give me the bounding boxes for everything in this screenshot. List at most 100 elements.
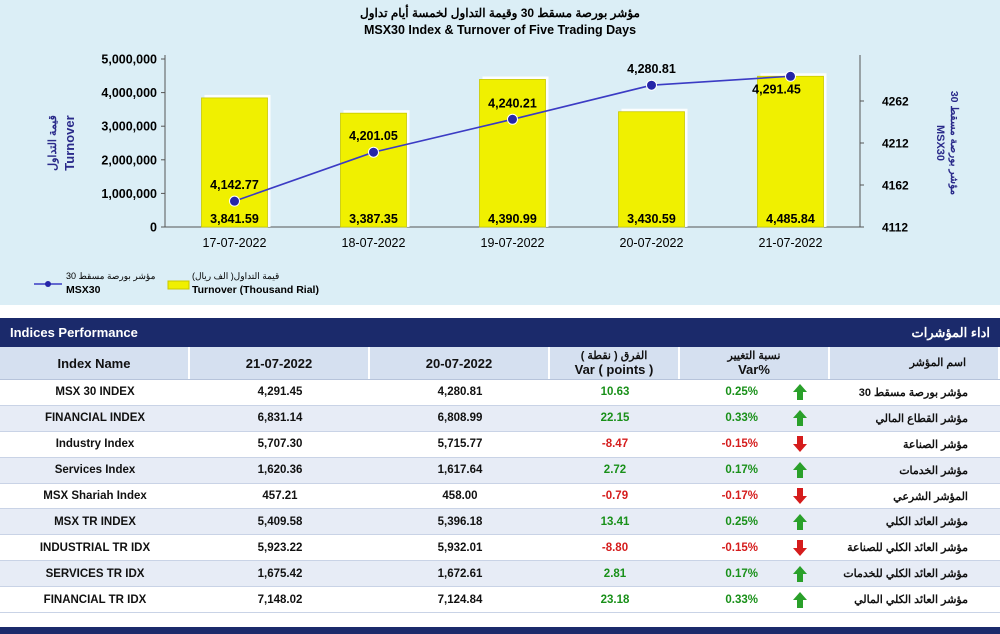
table-row: INDUSTRIAL TR IDX 5,923.22 5,932.01 -8.80 -0…	[0, 535, 1000, 562]
left-axis-label-ar: قيمة التداول	[47, 115, 59, 171]
msx30-point	[368, 146, 379, 158]
header-variation-points: الفرق ( نقطة ) Var ( points )	[550, 347, 680, 379]
cell-direction	[770, 535, 830, 560]
cell-direction	[770, 458, 830, 483]
legend-line-marker	[45, 281, 51, 287]
header-pct-en: Var%	[738, 362, 770, 377]
cell-current-value: 1,620.36	[257, 464, 303, 477]
cell-previous-value: 4,280.81	[437, 386, 483, 399]
cell-index-name-ar: مؤشر الخدمات	[899, 464, 968, 477]
cell-variation-percent: 0.25%	[725, 386, 758, 399]
right-tick-label: 4112	[882, 221, 908, 235]
header-current-date: 21-07-2022	[190, 347, 370, 379]
bar-value-label: 4,485.84	[766, 212, 815, 226]
cell-index-name-ar: مؤشر العائد الكلي	[885, 516, 968, 529]
msx30-point	[507, 113, 518, 125]
x-tick-label: 17-07-2022	[203, 236, 267, 250]
up-arrow-icon	[793, 513, 807, 530]
cell-previous-value: 5,932.01	[437, 541, 483, 554]
cell-variation-points: -0.79	[601, 490, 629, 502]
cell-index-name: MSX Shariah Index	[43, 490, 147, 502]
turnover-bar	[618, 111, 685, 228]
cell-variation-points: 22.15	[600, 412, 630, 425]
bottom-divider	[0, 627, 1000, 634]
cell-current-value: 5,923.22	[257, 541, 303, 554]
cell-index-name-ar: المؤشر الشرعي	[893, 490, 968, 503]
cell-direction	[770, 484, 830, 509]
down-arrow-icon	[793, 436, 807, 453]
x-tick-label: 18-07-2022	[342, 236, 406, 250]
header-diff-ar: الفرق ( نقطة )	[580, 350, 648, 362]
table-row: FINANCIAL INDEX 6,831.14 6,808.99 22.15 0.33…	[0, 405, 1000, 432]
cell-index-name: INDUSTRIAL TR IDX	[39, 541, 151, 554]
header-previous-date: 20-07-2022	[370, 347, 550, 379]
chart-title-ar: مؤشر بورصة مسقط 30 وقيمة التداول لخمسة أ…	[360, 5, 640, 21]
header-index-name-ar: اسم المؤشر	[830, 347, 1000, 379]
msx30-point	[229, 195, 240, 207]
cell-variation-percent: -0.17%	[721, 490, 758, 502]
up-arrow-icon	[793, 462, 807, 479]
cell-index-name: SERVICES TR IDX	[45, 567, 145, 580]
cell-current-value: 7,148.02	[257, 593, 303, 606]
cell-variation-points: 2.72	[603, 464, 627, 477]
x-tick-label: 19-07-2022	[481, 236, 545, 250]
cell-current-value: 5,409.58	[257, 515, 303, 528]
line-value-label: 4,291.45	[752, 82, 801, 96]
right-tick-label: 4212	[882, 137, 909, 151]
cell-index-name-ar: مؤشر العائد الكلي المالي	[854, 594, 968, 607]
cell-variation-points: -8.47	[601, 438, 629, 451]
cell-previous-value: 7,124.84	[437, 593, 483, 606]
cell-current-value: 5,707.30	[257, 438, 303, 451]
cell-current-value: 1,675.42	[257, 567, 303, 580]
msx30-point	[785, 70, 796, 82]
table-row: SERVICES TR IDX 1,675.42 1,672.61 2.81 0.17%…	[0, 561, 1000, 588]
cell-index-name: MSX TR INDEX	[54, 515, 136, 528]
table-row: FINANCIAL TR IDX 7,148.02 7,124.84 23.18 0.3…	[0, 587, 1000, 614]
cell-direction	[770, 432, 830, 457]
cell-direction	[770, 380, 830, 405]
legend-line-label: MSX30	[66, 284, 101, 296]
cell-previous-value: 6,808.99	[437, 412, 483, 425]
legend-bar-label-ar: قيمة التداول( الف ريال)	[192, 271, 279, 282]
cell-index-name: FINANCIAL TR IDX	[43, 593, 147, 606]
table-header-row: Index Name 21-07-2022 20-07-2022 الفرق (…	[0, 347, 1000, 380]
cell-direction	[770, 406, 830, 431]
line-value-label: 4,240.21	[488, 96, 537, 110]
up-arrow-icon	[793, 565, 807, 582]
cell-variation-percent: 0.33%	[725, 412, 758, 425]
left-tick-label: 0	[150, 221, 157, 235]
left-tick-label: 4,000,000	[101, 86, 157, 100]
cell-previous-value: 1,617.64	[437, 464, 483, 477]
line-value-label: 4,142.77	[210, 178, 259, 192]
turnover-bar	[757, 75, 824, 228]
line-value-label: 4,201.05	[349, 129, 398, 143]
header-diff-en: Var ( points )	[574, 362, 654, 377]
right-axis-label-ar: مؤشر بورصة مسقط 30	[948, 91, 960, 196]
msx30-point	[646, 79, 657, 91]
table-row: MSX TR INDEX 5,409.58 5,396.18 13.41 0.25% مؤ…	[0, 509, 1000, 536]
header-variation-percent: نسبة التغيير Var%	[680, 347, 830, 379]
legend-line-label-ar: مؤشر بورصة مسقط 30	[66, 271, 156, 282]
cell-index-name-ar: مؤشر القطاع المالي	[875, 412, 968, 425]
cell-previous-value: 5,396.18	[437, 515, 483, 528]
up-arrow-icon	[793, 591, 807, 608]
down-arrow-icon	[793, 488, 807, 504]
cell-variation-percent: -0.15%	[721, 438, 758, 451]
bar-value-label: 3,387.35	[349, 212, 398, 226]
cell-variation-percent: 0.17%	[725, 567, 758, 580]
right-axis-label-en: MSX30	[934, 125, 946, 161]
table-row: Industry Index 5,707.30 5,715.77 -8.47 -0.15…	[0, 431, 1000, 458]
table-row: Services Index 1,620.36 1,617.64 2.72 0.17% م…	[0, 457, 1000, 484]
x-tick-label: 21-07-2022	[759, 236, 823, 250]
cell-previous-value: 5,715.77	[437, 438, 483, 451]
cell-variation-points: 10.63	[600, 386, 630, 399]
cell-variation-percent: 0.17%	[725, 464, 758, 477]
cell-direction	[770, 587, 830, 612]
turnover-bar	[479, 79, 546, 228]
right-tick-label: 4162	[882, 179, 909, 193]
combo-chart: مؤشر بورصة مسقط 30 وقيمة التداول لخمسة أ…	[34, 5, 960, 296]
header-pct-ar: نسبة التغيير	[727, 350, 781, 362]
chart-panel: مؤشر بورصة مسقط 30 وقيمة التداول لخمسة أ…	[0, 0, 1000, 305]
up-arrow-icon	[793, 384, 807, 401]
x-tick-label: 20-07-2022	[620, 236, 684, 250]
